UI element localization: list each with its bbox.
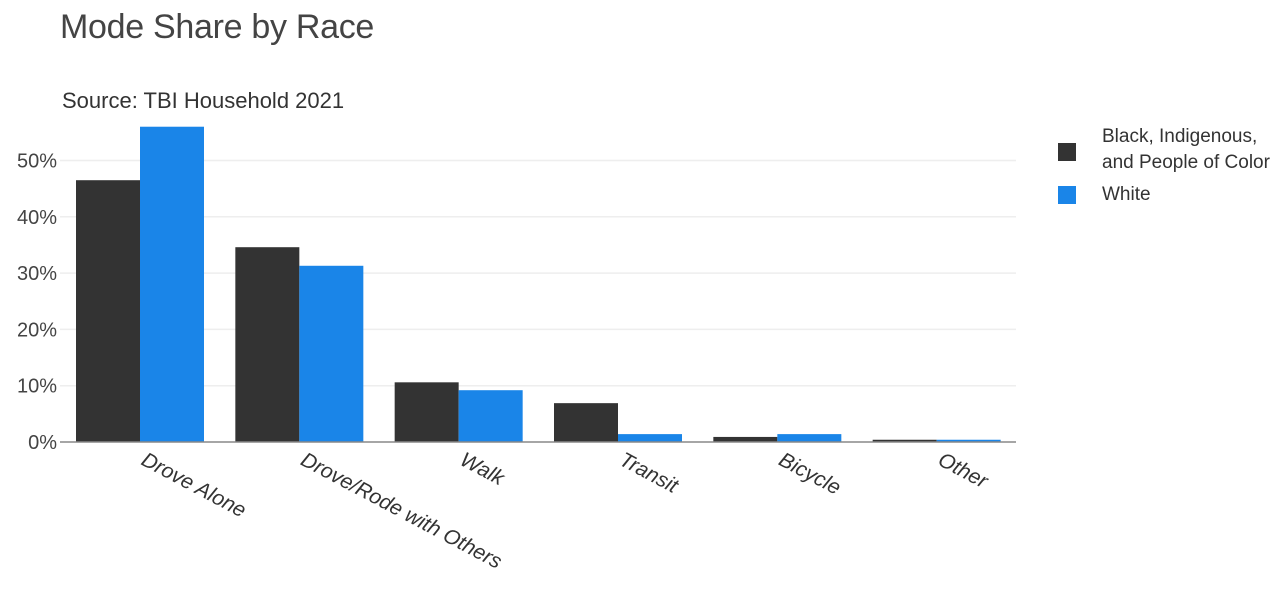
bar-white[interactable] bbox=[777, 434, 842, 442]
chart-subtitle: Source: TBI Household 2021 bbox=[62, 88, 345, 113]
y-tick-label: 40% bbox=[17, 207, 57, 229]
x-category-label: Transit bbox=[616, 448, 683, 498]
y-tick-label: 0% bbox=[28, 432, 57, 454]
legend-label-white: White bbox=[1102, 184, 1151, 205]
bar-white[interactable] bbox=[458, 390, 523, 442]
y-tick-label: 20% bbox=[17, 319, 57, 341]
bars bbox=[76, 126, 1001, 442]
x-category-label: Bicycle bbox=[775, 448, 845, 500]
y-tick-label: 10% bbox=[17, 376, 57, 398]
bar-bipoc[interactable] bbox=[554, 403, 618, 442]
bar-white[interactable] bbox=[299, 265, 364, 442]
x-category-label: Drove Alone bbox=[138, 448, 250, 522]
y-axis-tick-labels: 0% 10% 20% 30% 40% 50% bbox=[17, 151, 57, 455]
legend-swatch-bipoc bbox=[1058, 143, 1076, 161]
bar-bipoc[interactable] bbox=[713, 436, 778, 442]
bar-white[interactable] bbox=[140, 126, 204, 442]
legend-swatch-white bbox=[1058, 186, 1076, 204]
bar-bipoc[interactable] bbox=[394, 382, 459, 442]
bar-white[interactable] bbox=[618, 434, 682, 442]
y-tick-label: 30% bbox=[17, 263, 57, 285]
bar-white[interactable] bbox=[936, 439, 1001, 442]
bar-bipoc[interactable] bbox=[872, 439, 937, 442]
legend-item-white[interactable]: White bbox=[1058, 182, 1286, 208]
bar-chart: 0% 10% 20% 30% 40% 50% Drove Alone Drove/Rode … bbox=[17, 126, 1016, 574]
x-category-label: Walk bbox=[456, 448, 509, 491]
bar-bipoc[interactable] bbox=[76, 180, 140, 442]
y-tick-label: 50% bbox=[17, 151, 57, 173]
legend-label-bipoc: Black, Indigenous, and People of Color bbox=[1102, 126, 1270, 173]
bar-bipoc[interactable] bbox=[235, 247, 300, 442]
x-category-label: Other bbox=[934, 448, 992, 493]
legend: Black, Indigenous, and People of Color W… bbox=[1058, 124, 1286, 214]
gridlines bbox=[60, 159, 1016, 387]
chart-title: Mode Share by Race bbox=[60, 8, 374, 46]
legend-item-bipoc[interactable]: Black, Indigenous, and People of Color bbox=[1058, 124, 1286, 176]
